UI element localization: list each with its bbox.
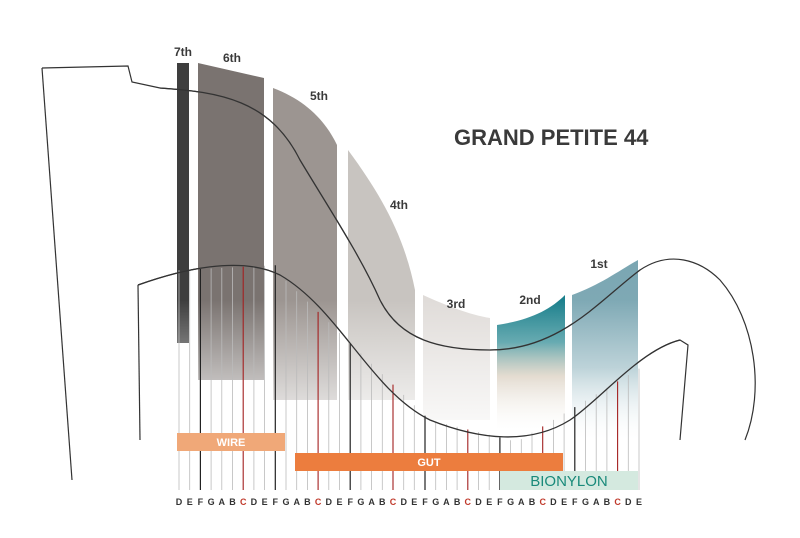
note-letter-16: F xyxy=(347,497,353,507)
note-letter-24: G xyxy=(432,497,439,507)
diagram-title: GRAND PETITE 44 xyxy=(454,125,649,150)
material-label-bionylon: BIONYLON xyxy=(530,473,608,490)
note-letter-25: A xyxy=(443,497,450,507)
harp-base-outline xyxy=(137,284,141,441)
band-fade xyxy=(170,300,650,450)
note-letter-1: E xyxy=(187,497,193,507)
material-bar-wire xyxy=(177,433,285,451)
note-letter-42: D xyxy=(625,497,632,507)
note-letter-13: C xyxy=(315,497,322,507)
octave-label-6th: 6th xyxy=(223,51,241,65)
note-letter-19: B xyxy=(379,497,386,507)
note-letter-28: D xyxy=(475,497,482,507)
note-letter-14: D xyxy=(326,497,333,507)
octave-label-5th: 5th xyxy=(310,89,328,103)
material-label-wire: WIRE xyxy=(217,437,246,449)
note-letter-43: E xyxy=(636,497,642,507)
note-letter-9: F xyxy=(273,497,279,507)
note-letter-4: A xyxy=(219,497,226,507)
note-letter-35: D xyxy=(550,497,557,507)
note-letter-11: A xyxy=(293,497,300,507)
note-letter-23: F xyxy=(422,497,428,507)
harp-neck-outline xyxy=(41,67,73,481)
note-letter-41: C xyxy=(614,497,621,507)
octave-label-3rd: 3rd xyxy=(447,297,466,311)
note-letter-30: F xyxy=(497,497,503,507)
note-letter-39: A xyxy=(593,497,600,507)
note-letter-8: E xyxy=(262,497,268,507)
octave-label-2nd: 2nd xyxy=(519,293,540,307)
harp-neck-curve xyxy=(159,87,641,351)
note-letter-0: D xyxy=(176,497,183,507)
note-letter-6: C xyxy=(240,497,247,507)
note-letter-22: E xyxy=(411,497,417,507)
note-letter-36: E xyxy=(561,497,567,507)
material-bar-gut xyxy=(295,453,563,471)
note-letter-20: C xyxy=(390,497,397,507)
note-letter-31: G xyxy=(507,497,514,507)
material-label-gut: GUT xyxy=(417,457,441,469)
note-letter-37: F xyxy=(572,497,578,507)
note-letter-17: G xyxy=(357,497,364,507)
note-letter-2: F xyxy=(198,497,204,507)
note-letter-32: A xyxy=(518,497,525,507)
note-letter-26: B xyxy=(454,497,461,507)
material-bar-bionylon xyxy=(500,471,638,490)
note-letter-34: C xyxy=(539,497,546,507)
note-letter-7: D xyxy=(251,497,258,507)
note-letter-29: E xyxy=(486,497,492,507)
note-letter-27: C xyxy=(465,497,472,507)
note-letter-12: B xyxy=(304,497,311,507)
note-letter-38: G xyxy=(582,497,589,507)
note-letter-3: G xyxy=(208,497,215,507)
note-letter-5: B xyxy=(229,497,236,507)
harp-soundboard-curve xyxy=(137,264,681,438)
band-7th xyxy=(177,63,189,343)
note-letter-21: D xyxy=(400,497,407,507)
octave-label-1st: 1st xyxy=(590,257,607,271)
octave-label-4th: 4th xyxy=(390,198,408,212)
note-letter-10: G xyxy=(282,497,289,507)
note-letter-40: B xyxy=(604,497,611,507)
note-letter-15: E xyxy=(336,497,342,507)
note-letter-18: A xyxy=(368,497,375,507)
note-letter-33: B xyxy=(529,497,536,507)
octave-label-7th: 7th xyxy=(174,45,192,59)
